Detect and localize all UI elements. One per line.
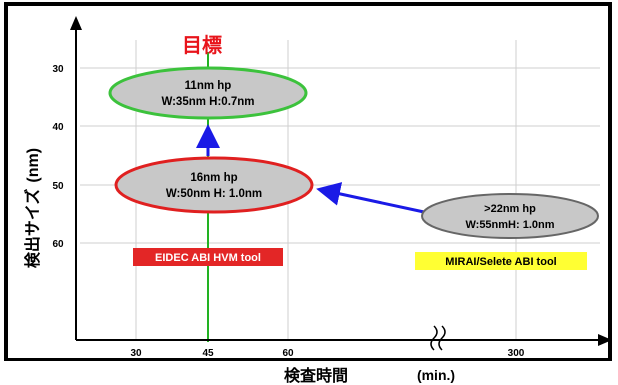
y-axis-arrowhead [70, 16, 82, 30]
node-16nm: 16nm hp W:50nm H: 1.0nm [114, 156, 314, 214]
node-11nm-line1: 11nm hp [185, 80, 232, 92]
y-axis-label-jp: 検出サイズ [23, 189, 42, 269]
mirai-tag-label: MIRAI/Selete ABI tool [445, 256, 556, 268]
x-ticks: 30 45 60 300 [130, 348, 524, 359]
x-axis-label-unit: (min.) [417, 367, 455, 383]
y-tick-label: 30 [52, 64, 64, 75]
node-11nm-shape [108, 66, 308, 120]
bottom-area [0, 361, 618, 385]
mirai-tag: MIRAI/Selete ABI tool [415, 252, 587, 270]
eidec-tag-bg [133, 248, 283, 266]
x-tick-label: 45 [202, 348, 214, 359]
node-16nm-shape [114, 156, 314, 214]
node-16nm-line1: 16nm hp [190, 172, 237, 184]
eidec-tag-label: EIDEC ABI HVM tool [155, 252, 261, 264]
mirai-tag-bg [415, 252, 587, 270]
y-axis-title: 検出サイズ (nm) [23, 148, 42, 268]
y-axis-label-unit: (nm) [25, 148, 42, 183]
x-tick-label: 300 [508, 348, 525, 359]
node-16nm-line2: W:50nm H: 1.0nm [166, 188, 262, 200]
node-11nm: 11nm hp W:35nm H:0.7nm [108, 66, 308, 120]
x-tick-label: 60 [282, 348, 294, 359]
node-11nm-line2: W:35nm H:0.7nm [161, 96, 254, 108]
node-22nm: >22nm hp W:55nmH: 1.0nm [421, 193, 599, 239]
x-axis-arrowhead [598, 334, 612, 346]
y-tick-label: 60 [52, 239, 64, 250]
y-ticks: 30 40 50 60 [52, 64, 64, 250]
x-axis-label-jp: 検査時間 [284, 366, 348, 385]
y-tick-label: 50 [52, 181, 64, 192]
x-tick-label: 30 [130, 348, 142, 359]
svg-text:検出サイズ(nm): 検出サイズ (nm) [23, 148, 42, 268]
goal-label: 目標 [182, 33, 222, 57]
eidec-tag: EIDEC ABI HVM tool [133, 248, 283, 266]
node-22nm-line1: >22nm hp [484, 203, 536, 215]
node-22nm-line2: W:55nmH: 1.0nm [465, 219, 554, 231]
y-tick-label: 40 [52, 122, 64, 133]
axis-break-icon [430, 325, 446, 351]
arrow-22-to-16 [316, 182, 425, 214]
node-22nm-shape [421, 193, 599, 239]
